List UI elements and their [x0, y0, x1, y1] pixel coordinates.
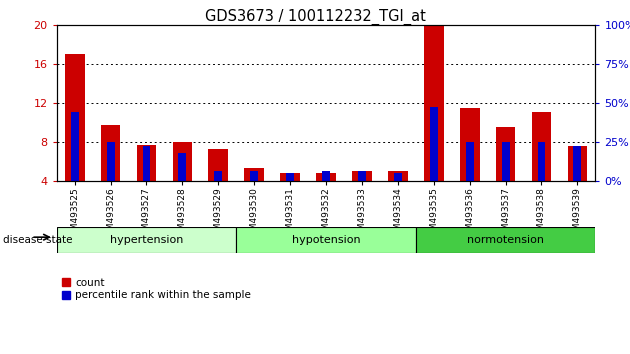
- Bar: [286, 173, 294, 181]
- Bar: [101, 125, 120, 181]
- Bar: [236, 227, 416, 253]
- Bar: [57, 227, 236, 253]
- Bar: [142, 146, 151, 181]
- Bar: [430, 107, 438, 181]
- Legend: count, percentile rank within the sample: count, percentile rank within the sample: [62, 278, 251, 301]
- Bar: [65, 54, 84, 181]
- Bar: [173, 142, 192, 181]
- Bar: [322, 171, 330, 181]
- Bar: [496, 127, 515, 181]
- Bar: [394, 173, 402, 181]
- Bar: [568, 147, 587, 181]
- Bar: [214, 171, 222, 181]
- Bar: [244, 168, 264, 181]
- Text: hypertension: hypertension: [110, 235, 183, 245]
- Bar: [573, 146, 581, 181]
- Bar: [501, 142, 510, 181]
- Bar: [532, 113, 551, 181]
- Text: GDS3673 / 100112232_TGI_at: GDS3673 / 100112232_TGI_at: [205, 9, 425, 25]
- Bar: [424, 25, 444, 181]
- Bar: [416, 227, 595, 253]
- Bar: [137, 144, 156, 181]
- Bar: [280, 173, 300, 181]
- Bar: [358, 171, 366, 181]
- Bar: [250, 171, 258, 181]
- Bar: [352, 171, 372, 181]
- Bar: [537, 142, 546, 181]
- Bar: [388, 171, 408, 181]
- Bar: [71, 112, 79, 181]
- Bar: [106, 142, 115, 181]
- Bar: [178, 153, 186, 181]
- Bar: [209, 149, 228, 181]
- Text: disease state: disease state: [3, 235, 72, 245]
- Bar: [466, 142, 474, 181]
- Bar: [460, 108, 479, 181]
- Bar: [316, 173, 336, 181]
- Text: hypotension: hypotension: [292, 235, 360, 245]
- Text: normotension: normotension: [467, 235, 544, 245]
